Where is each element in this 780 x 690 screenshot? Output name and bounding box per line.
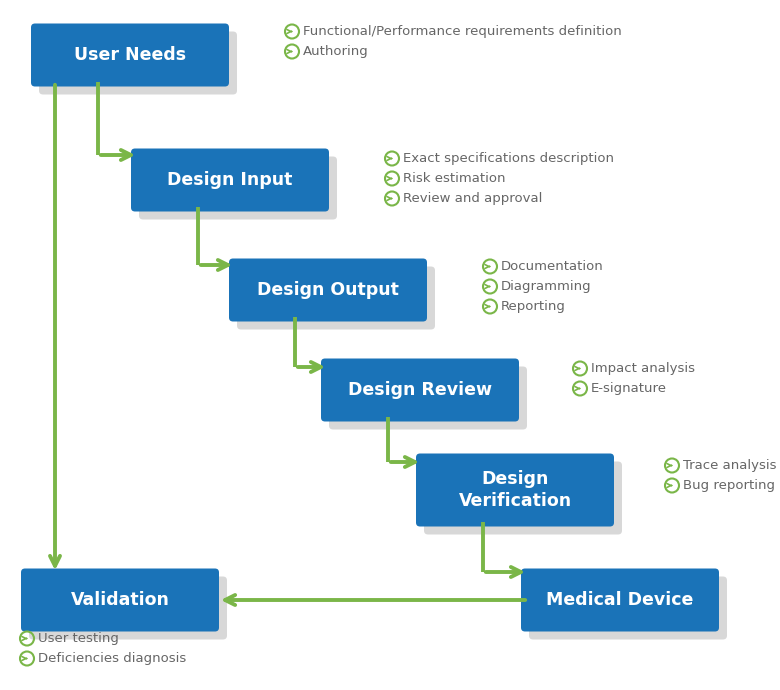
Text: Reporting: Reporting	[501, 300, 566, 313]
Text: Design
Verification: Design Verification	[459, 470, 572, 511]
Text: Impact analysis: Impact analysis	[591, 362, 695, 375]
Text: Deficiencies diagnosis: Deficiencies diagnosis	[38, 652, 186, 665]
FancyBboxPatch shape	[21, 569, 219, 631]
FancyBboxPatch shape	[29, 577, 227, 640]
Text: User Needs: User Needs	[74, 46, 186, 64]
FancyBboxPatch shape	[39, 32, 237, 95]
Text: Risk estimation: Risk estimation	[403, 172, 505, 185]
FancyBboxPatch shape	[31, 23, 229, 86]
FancyBboxPatch shape	[529, 577, 727, 640]
FancyBboxPatch shape	[416, 453, 614, 526]
Text: Design Review: Design Review	[348, 381, 492, 399]
FancyBboxPatch shape	[131, 148, 329, 212]
FancyBboxPatch shape	[329, 366, 527, 429]
Text: Bug reporting: Bug reporting	[683, 479, 775, 492]
Text: User testing: User testing	[38, 632, 119, 645]
Text: E-signature: E-signature	[591, 382, 667, 395]
FancyBboxPatch shape	[237, 266, 435, 330]
Text: Functional/Performance requirements definition: Functional/Performance requirements defi…	[303, 25, 622, 38]
FancyBboxPatch shape	[139, 157, 337, 219]
Text: Documentation: Documentation	[501, 260, 604, 273]
Text: Validation: Validation	[70, 591, 169, 609]
Text: Medical Device: Medical Device	[546, 591, 693, 609]
FancyBboxPatch shape	[521, 569, 719, 631]
Text: Authoring: Authoring	[303, 45, 369, 58]
Text: Design Output: Design Output	[257, 281, 399, 299]
Text: Design Input: Design Input	[168, 171, 292, 189]
FancyBboxPatch shape	[321, 359, 519, 422]
FancyBboxPatch shape	[229, 259, 427, 322]
Text: Review and approval: Review and approval	[403, 192, 542, 205]
Text: Diagramming: Diagramming	[501, 280, 591, 293]
FancyBboxPatch shape	[424, 462, 622, 535]
Text: Exact specifications description: Exact specifications description	[403, 152, 614, 165]
Text: Trace analysis: Trace analysis	[683, 459, 777, 472]
